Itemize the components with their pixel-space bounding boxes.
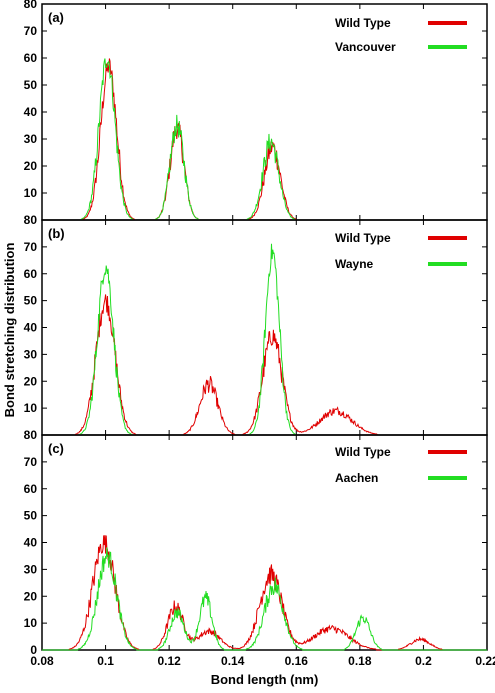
y-tick-label: 70 — [24, 240, 38, 254]
y-tick-label: 70 — [24, 24, 38, 38]
panel-b: 10 20 30 40 50 60 70 80 (b) Wild Type Wayne — [24, 213, 488, 436]
legend-label: Wild Type — [335, 445, 391, 459]
y-tick-label: 20 — [24, 159, 38, 173]
panel-c: 0 10 20 30 40 50 60 70 80 (c) Wild Type Aachen — [24, 428, 488, 657]
y-tick-label: 10 — [24, 616, 38, 630]
plot-frame — [41, 434, 488, 651]
x-tick-label: 0.08 — [30, 654, 54, 668]
series-line-wild-type — [42, 294, 487, 436]
legend-label: Wild Type — [335, 231, 391, 245]
panel-a: 10 20 30 40 50 60 70 80 (a) Wild Type Vancouver — [24, 0, 488, 221]
plot-frame — [41, 3, 488, 221]
x-tick-label: 0.12 — [157, 654, 181, 668]
y-tick-label: 50 — [24, 509, 38, 523]
y-tick-label: 60 — [24, 482, 38, 496]
y-tick-label: 40 — [24, 321, 38, 335]
y-tick-label: 10 — [24, 401, 38, 415]
y-tick-label: 50 — [24, 78, 38, 92]
y-tick-label: 30 — [24, 347, 38, 361]
x-axis-title: Bond length (nm) — [211, 672, 319, 687]
series-line-wild-type — [42, 535, 487, 651]
panel-label: (b) — [48, 226, 65, 241]
y-tick-label: 40 — [24, 105, 38, 119]
y-tick-label: 20 — [24, 589, 38, 603]
y-tick-label: 40 — [24, 536, 38, 550]
y-tick-label: 20 — [24, 374, 38, 388]
series-line-wayne — [42, 243, 487, 436]
x-tick-label: 0.1 — [97, 654, 114, 668]
y-tick-label: 80 — [24, 0, 38, 11]
panel-label: (a) — [48, 10, 64, 25]
panel-label: (c) — [48, 441, 64, 456]
x-tick-label: 0.2 — [415, 654, 432, 668]
y-tick-label: 70 — [24, 455, 38, 469]
y-tick-label: 80 — [24, 428, 38, 442]
y-tick-label: 30 — [24, 562, 38, 576]
legend-label: Aachen — [335, 471, 378, 485]
x-tick-label: 0.22 — [475, 654, 495, 668]
y-tick-label: 60 — [24, 267, 38, 281]
legend-label: Wayne — [335, 257, 374, 271]
legend-label: Vancouver — [335, 40, 396, 54]
series-line-wild-type — [42, 58, 487, 221]
y-tick-label: 0 — [30, 643, 37, 657]
y-tick-label: 80 — [24, 213, 38, 227]
y-tick-label: 50 — [24, 294, 38, 308]
y-tick-label: 30 — [24, 132, 38, 146]
x-tick-label: 0.18 — [348, 654, 372, 668]
series-line-vancouver — [42, 58, 487, 221]
series-line-aachen — [42, 547, 487, 651]
legend-label: Wild Type — [335, 16, 391, 30]
y-tick-label: 10 — [24, 186, 38, 200]
x-tick-label: 0.16 — [285, 654, 309, 668]
plot-frame — [41, 219, 488, 436]
y-tick-label: 60 — [24, 51, 38, 65]
y-axis-title: Bond stretching distribution — [2, 243, 17, 418]
x-tick-label: 0.14 — [221, 654, 245, 668]
